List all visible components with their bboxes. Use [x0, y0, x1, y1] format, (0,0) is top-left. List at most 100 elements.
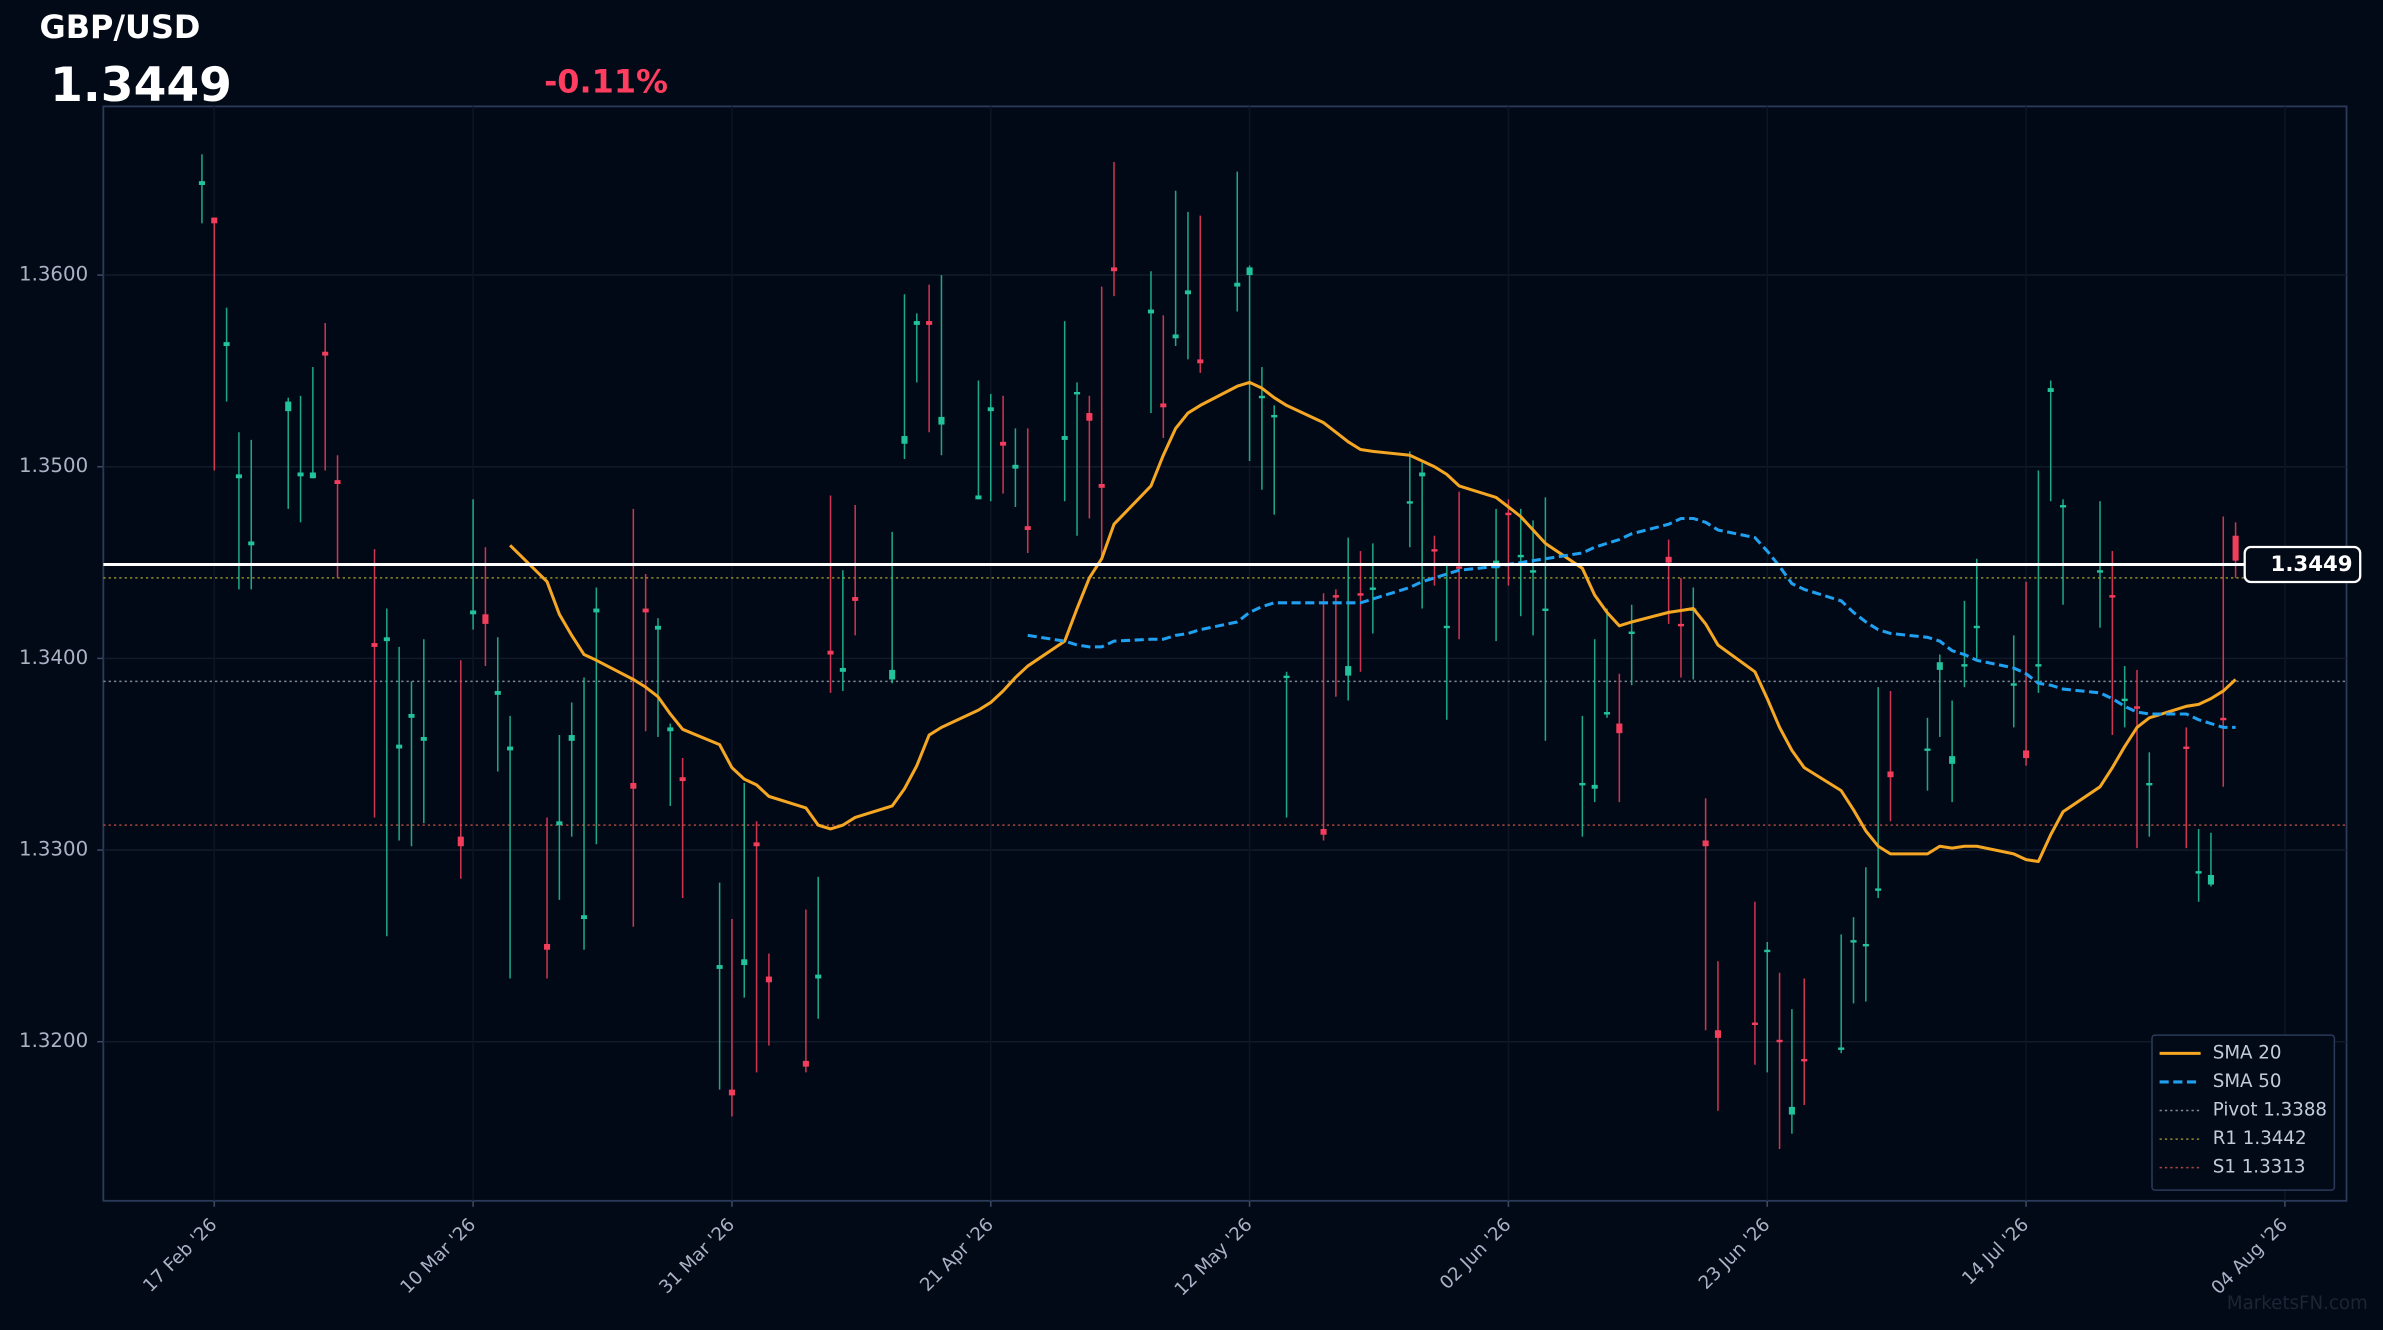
- candle-body: [1505, 512, 1512, 516]
- candle-body: [235, 474, 242, 479]
- legend-box: [2151, 1034, 2336, 1191]
- candle-body: [297, 472, 304, 477]
- candle-body: [1271, 414, 1278, 418]
- candle-body: [679, 777, 686, 782]
- candle-body: [1184, 290, 1191, 295]
- candle-body: [580, 915, 588, 920]
- candle-body: [1838, 1047, 1845, 1050]
- price-tag: [2243, 545, 2362, 584]
- candle-body: [593, 608, 600, 613]
- candle-body: [1456, 566, 1463, 569]
- legend-label: SMA 50: [2213, 1071, 2282, 1092]
- candle-body: [1776, 1039, 1783, 1043]
- candle-body: [1098, 483, 1105, 488]
- candle-body: [1850, 940, 1857, 943]
- candle-body: [1714, 1030, 1721, 1038]
- indicator-line: [509, 380, 2237, 864]
- candle-body: [1024, 526, 1031, 530]
- y-tick-label: 1.3300: [19, 838, 88, 861]
- candle-body: [1320, 828, 1327, 835]
- candle-body: [1406, 501, 1413, 504]
- legend-label: Pivot 1.3388: [2213, 1100, 2327, 1121]
- candle-body: [371, 643, 378, 647]
- candle-body: [1197, 359, 1204, 364]
- candle-body: [408, 713, 415, 718]
- candle-body: [765, 976, 772, 983]
- candle-body: [2047, 388, 2054, 392]
- candle-body: [1172, 334, 1179, 339]
- candle-body: [2010, 683, 2017, 686]
- candle-body: [889, 669, 896, 680]
- candle-body: [1517, 554, 1524, 558]
- candle-body: [309, 472, 316, 479]
- candle-body: [420, 736, 427, 741]
- candle-body: [839, 667, 846, 672]
- candle-body: [1949, 756, 1956, 764]
- candle-body: [1924, 748, 1931, 751]
- candle-body: [753, 842, 760, 847]
- candle-body: [2220, 717, 2227, 721]
- candle-body: [2232, 535, 2239, 561]
- chart-title: GBP/USD: [40, 8, 201, 46]
- candle-body: [1801, 1058, 1808, 1062]
- candle-body: [987, 407, 994, 412]
- last-price: 1.3449: [50, 58, 232, 113]
- candle-body: [852, 597, 859, 601]
- candle-body: [1000, 441, 1007, 446]
- price-change: -0.11%: [544, 63, 668, 101]
- candle-body: [1419, 472, 1426, 477]
- candle-body: [1591, 784, 1598, 789]
- candle-body: [1862, 943, 1869, 947]
- y-tick-label: 1.3500: [19, 454, 88, 477]
- y-tick-label: 1.3400: [19, 646, 88, 669]
- candle-body: [1788, 1106, 1795, 1115]
- candle-body: [1147, 309, 1155, 314]
- candle-body: [1369, 587, 1376, 590]
- candle-body: [1936, 662, 1943, 670]
- candle-body: [913, 321, 920, 325]
- candle-body: [1283, 675, 1290, 679]
- legend-label: S1 1.3313: [2213, 1157, 2306, 1178]
- candle-body: [285, 401, 292, 412]
- candle-body: [654, 625, 662, 630]
- legend-label: R1 1.3442: [2213, 1128, 2307, 1149]
- candle-body: [2146, 782, 2153, 786]
- candle-body: [494, 690, 501, 695]
- candle-body: [1542, 608, 1549, 611]
- candle-body: [1086, 413, 1093, 421]
- candle-body: [322, 351, 329, 356]
- candle-body: [1875, 888, 1882, 891]
- candle-body: [1530, 570, 1537, 573]
- candle-body: [1961, 664, 1968, 667]
- legend-label: SMA 20: [2213, 1042, 2282, 1063]
- candle-body: [248, 541, 255, 546]
- candle-body: [1764, 949, 1771, 953]
- candle-body: [482, 614, 489, 624]
- candle-body: [1332, 595, 1339, 598]
- candle-body: [1073, 391, 1081, 395]
- candle-body: [1357, 593, 1364, 596]
- candle-body: [198, 181, 205, 185]
- candle-body: [568, 735, 575, 741]
- candle-body: [2023, 750, 2030, 759]
- candle-body: [1887, 771, 1894, 778]
- watermark: MarketsFN.com: [2227, 1293, 2368, 1314]
- candle-body: [457, 836, 464, 847]
- candle-body: [1628, 631, 1635, 634]
- candle-body: [1345, 666, 1352, 676]
- candle-body: [1616, 723, 1623, 734]
- candle-body: [2183, 746, 2190, 749]
- candle-body: [223, 342, 230, 346]
- candle-body: [1061, 436, 1068, 440]
- candle-body: [2109, 595, 2116, 598]
- candle-body: [211, 217, 218, 224]
- candle-body: [1431, 549, 1438, 552]
- candle-body: [507, 746, 514, 751]
- price-tag-label: 1.3449: [2271, 552, 2353, 577]
- candle-body: [741, 959, 748, 966]
- candle-body: [728, 1089, 735, 1096]
- candle-body: [544, 943, 551, 950]
- candle-body: [2195, 871, 2202, 874]
- candle-body: [716, 965, 723, 969]
- candle-body: [2096, 570, 2104, 573]
